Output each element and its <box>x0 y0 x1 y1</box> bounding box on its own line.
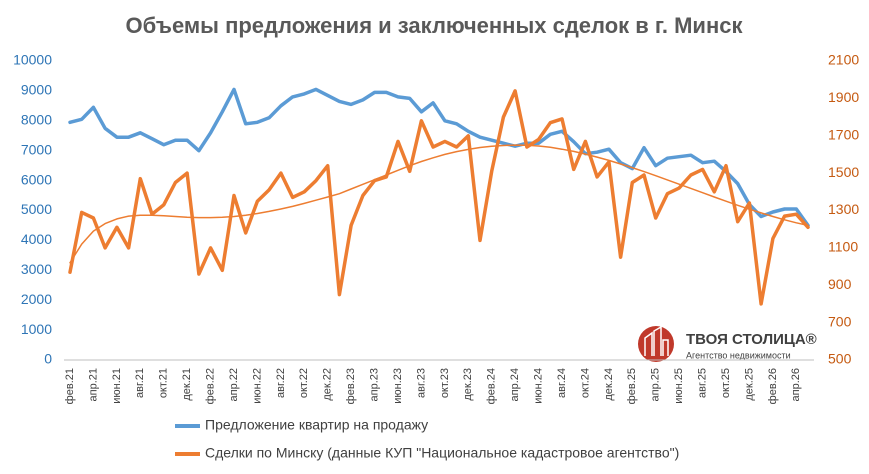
x-tick-label: окт.25 <box>720 368 732 398</box>
x-tick-label: авг.21 <box>134 368 146 398</box>
x-tick-label: фев.23 <box>345 368 357 404</box>
x-tick-label: апр.24 <box>509 368 521 401</box>
y-tick-label: 6000 <box>21 171 52 187</box>
y-tick-label: 8000 <box>21 112 52 128</box>
x-tick-label: авг.22 <box>275 368 287 398</box>
series-line <box>68 87 810 228</box>
y2-tick-label: 700 <box>828 313 852 329</box>
trend-line <box>69 144 809 264</box>
x-tick-label: фев.24 <box>486 368 498 404</box>
y-tick-label: 2000 <box>21 291 52 307</box>
x-tick-label: июн.24 <box>532 368 544 404</box>
x-tick-label: фев.21 <box>64 368 76 404</box>
y2-tick-label: 2100 <box>828 52 859 68</box>
x-tick-label: апр.23 <box>368 368 380 401</box>
y-tick-label: 1000 <box>21 321 52 337</box>
y2-tick-label: 1900 <box>828 89 859 105</box>
y2-tick-label: 1500 <box>828 164 859 180</box>
y-tick-label: 3000 <box>21 261 52 277</box>
x-tick-label: апр.21 <box>87 368 99 401</box>
x-tick-label: апр.22 <box>228 368 240 401</box>
x-tick-label: июн.22 <box>251 368 263 404</box>
x-tick-label: апр.26 <box>790 368 802 401</box>
x-tick-label: дек.24 <box>603 368 615 401</box>
y-tick-label: 7000 <box>21 141 52 157</box>
x-tick-label: фев.25 <box>626 368 638 404</box>
x-tick-label: фев.22 <box>204 368 216 404</box>
x-tick-label: дек.25 <box>743 368 755 401</box>
y-tick-label: 0 <box>44 351 52 367</box>
y2-tick-label: 1100 <box>828 239 858 255</box>
y2-tick-label: 500 <box>828 351 852 367</box>
x-tick-label: фев.26 <box>767 368 779 404</box>
y-tick-label: 9000 <box>21 82 52 98</box>
x-tick-label: окт.23 <box>439 368 451 398</box>
y2-tick-label: 1300 <box>828 201 859 217</box>
x-tick-label: июн.25 <box>673 368 685 404</box>
logo-title: ТВОЯ СТОЛИЦА® <box>686 331 817 348</box>
x-tick-label: июн.21 <box>111 368 123 404</box>
legend-label: Предложение квартир на продажу <box>205 417 428 433</box>
x-tick-label: окт.22 <box>298 368 310 398</box>
x-tick-label: окт.21 <box>158 368 170 398</box>
x-tick-label: авг.25 <box>696 368 708 398</box>
y2-tick-label: 900 <box>828 276 852 292</box>
x-tick-label: дек.23 <box>462 368 474 401</box>
y-tick-label: 5000 <box>21 201 52 217</box>
x-tick-label: окт.24 <box>579 368 591 398</box>
x-tick-label: июн.23 <box>392 368 404 404</box>
logo-icon <box>638 326 674 362</box>
x-tick-label: авг.24 <box>556 368 568 398</box>
logo-building <box>644 325 669 356</box>
x-tick-label: апр.25 <box>650 368 662 401</box>
x-tick-label: дек.22 <box>322 368 334 401</box>
y2-tick-label: 1700 <box>828 126 859 142</box>
logo-subtitle: Агентство недвижимости <box>686 350 791 360</box>
series-line <box>68 89 810 306</box>
x-tick-label: авг.23 <box>415 368 427 398</box>
logo: ТВОЯ СТОЛИЦА® Агентство недвижимости <box>638 325 817 362</box>
y-tick-label: 10000 <box>13 52 52 68</box>
x-tick-label: дек.21 <box>181 368 193 401</box>
y-tick-label: 4000 <box>21 231 52 247</box>
chart-title: Объемы предложения и заключенных сделок … <box>126 13 744 38</box>
legend-label: Сделки по Минску (данные КУП "Национальн… <box>205 445 679 461</box>
